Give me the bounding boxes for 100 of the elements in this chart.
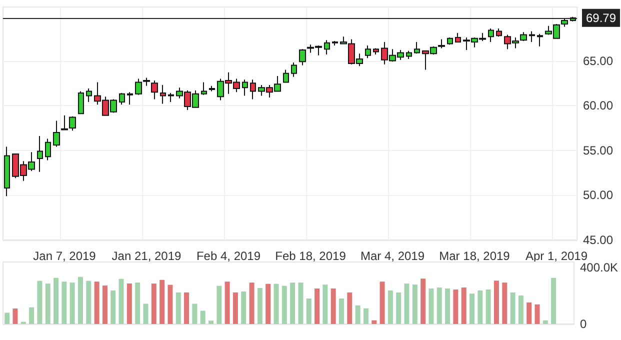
- candlestick: [455, 32, 461, 42]
- bar: [526, 302, 532, 324]
- bar: [274, 284, 279, 324]
- candlestick: [283, 69, 289, 83]
- bar: [470, 294, 475, 324]
- candlestick: [365, 45, 371, 59]
- bar: [502, 282, 508, 324]
- candlestick: [447, 36, 453, 46]
- bar: [86, 280, 92, 324]
- bar: [94, 282, 100, 324]
- bar: [184, 292, 190, 324]
- x-tick-label: Mar 4, 2019: [360, 249, 425, 263]
- bar: [208, 320, 214, 324]
- bar: [126, 284, 132, 324]
- bar: [478, 290, 483, 324]
- x-tick-label: Feb 18, 2019: [275, 249, 346, 263]
- candlestick: [45, 138, 51, 161]
- bar: [110, 290, 116, 324]
- y-tick-label: 45.00: [583, 233, 614, 247]
- bar: [453, 289, 458, 324]
- bar: [151, 284, 156, 324]
- candlestick: [438, 38, 445, 49]
- candlestick: [53, 120, 60, 148]
- bar: [143, 304, 148, 324]
- y-tick-label: 60.00: [583, 98, 614, 113]
- bar: [4, 312, 10, 324]
- bar: [216, 286, 222, 324]
- bar: [168, 284, 173, 324]
- bar: [551, 278, 556, 324]
- bar: [160, 280, 165, 324]
- candlestick: [496, 28, 502, 38]
- candlestick: [143, 77, 150, 86]
- bar: [290, 282, 296, 324]
- bar: [29, 307, 34, 324]
- candlestick: [488, 28, 494, 42]
- bar: [372, 320, 377, 324]
- candlestick: [406, 50, 412, 60]
- candlestick: [160, 84, 166, 104]
- bar: [70, 282, 75, 324]
- bar: [37, 280, 42, 324]
- bar: [200, 310, 206, 324]
- candlestick: [78, 90, 84, 114]
- bar: [355, 305, 360, 324]
- bar: [486, 289, 491, 324]
- candlestick: [242, 79, 248, 96]
- x-tick-label: Feb 4, 2019: [196, 249, 261, 263]
- candlestick: [291, 62, 297, 78]
- y-tick-label: 400.0K: [580, 260, 618, 275]
- candlestick: [135, 78, 142, 96]
- bar: [78, 276, 83, 324]
- bar: [380, 282, 385, 324]
- candlestick: [561, 18, 568, 28]
- bar: [420, 278, 426, 324]
- bar: [428, 288, 434, 324]
- candlestick: [537, 33, 543, 47]
- candlestick: [332, 40, 338, 46]
- bar: [436, 288, 442, 324]
- bar: [518, 296, 524, 324]
- bar: [45, 284, 50, 324]
- bar: [249, 282, 254, 324]
- bar: [282, 286, 287, 324]
- bar: [542, 320, 548, 324]
- bar: [306, 298, 312, 324]
- bar: [102, 286, 108, 324]
- bar: [322, 284, 328, 324]
- y-tick-label: 0: [580, 317, 587, 331]
- bar: [241, 291, 246, 324]
- x-tick-label: Jan 7, 2019: [33, 249, 96, 263]
- bar: [135, 282, 140, 324]
- candlestick: [4, 146, 10, 197]
- x-tick-label: Jan 21, 2019: [112, 249, 182, 263]
- bar: [347, 292, 352, 324]
- bar: [396, 292, 402, 324]
- candlestick: [151, 80, 158, 100]
- bar: [257, 288, 262, 324]
- candlestick: [529, 30, 535, 42]
- bar: [314, 288, 320, 324]
- candlestick: [520, 32, 527, 42]
- bar: [534, 304, 540, 324]
- bar: [510, 292, 516, 324]
- y-tick-label: 65.00: [583, 54, 614, 68]
- candlestick: [201, 82, 207, 96]
- bar: [339, 298, 344, 324]
- y-tick-label: 50.00: [583, 188, 614, 202]
- candlestick: [168, 92, 174, 102]
- ref-line-label: 69.79: [586, 10, 616, 25]
- candlestick: [61, 114, 68, 130]
- bar: [224, 282, 230, 324]
- candlestick: [324, 40, 330, 55]
- bar: [363, 308, 368, 324]
- bar: [176, 292, 181, 324]
- candlestick: [414, 41, 420, 54]
- bar: [461, 288, 466, 324]
- candlestick: [86, 88, 92, 102]
- bar: [118, 278, 124, 324]
- bar: [298, 282, 304, 324]
- candlestick: [250, 79, 256, 100]
- y-tick-label: 55.00: [583, 143, 614, 158]
- x-tick-label: Mar 18, 2019: [439, 249, 510, 263]
- bar: [266, 284, 271, 324]
